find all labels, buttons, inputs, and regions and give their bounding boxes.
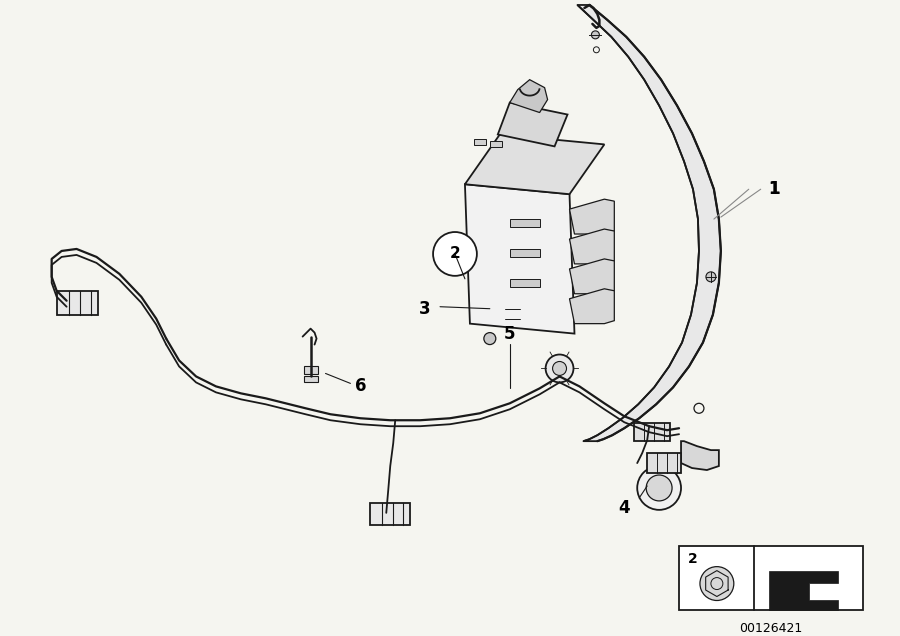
Circle shape <box>591 31 599 39</box>
Polygon shape <box>578 5 721 441</box>
Bar <box>370 503 410 525</box>
Bar <box>634 423 670 441</box>
Bar <box>303 377 318 382</box>
Circle shape <box>637 466 681 510</box>
Text: 1: 1 <box>769 180 780 198</box>
Text: 5: 5 <box>504 324 516 343</box>
Polygon shape <box>570 229 615 264</box>
Polygon shape <box>465 184 574 334</box>
Bar <box>509 279 540 287</box>
Bar <box>57 291 98 315</box>
Text: 1: 1 <box>769 180 780 198</box>
Text: 2: 2 <box>688 551 698 565</box>
Bar <box>647 453 681 473</box>
Circle shape <box>553 361 566 375</box>
Text: 6: 6 <box>356 377 367 396</box>
Text: 2: 2 <box>450 246 461 261</box>
Circle shape <box>700 567 734 600</box>
Polygon shape <box>465 134 605 194</box>
Circle shape <box>646 475 672 501</box>
Bar <box>474 139 486 146</box>
Circle shape <box>484 333 496 345</box>
Polygon shape <box>570 289 615 324</box>
Polygon shape <box>498 102 568 146</box>
Bar <box>679 546 863 611</box>
Polygon shape <box>570 259 615 294</box>
Polygon shape <box>509 80 547 113</box>
Circle shape <box>433 232 477 276</box>
Text: 4: 4 <box>618 499 630 517</box>
Polygon shape <box>681 441 719 470</box>
Bar <box>490 141 502 148</box>
Circle shape <box>545 354 573 382</box>
Polygon shape <box>570 199 615 234</box>
Bar <box>509 219 540 227</box>
Bar <box>509 249 540 257</box>
Text: 00126421: 00126421 <box>739 622 802 635</box>
Text: 3: 3 <box>418 300 430 318</box>
Bar <box>303 366 318 375</box>
Circle shape <box>706 272 716 282</box>
Polygon shape <box>769 570 839 611</box>
